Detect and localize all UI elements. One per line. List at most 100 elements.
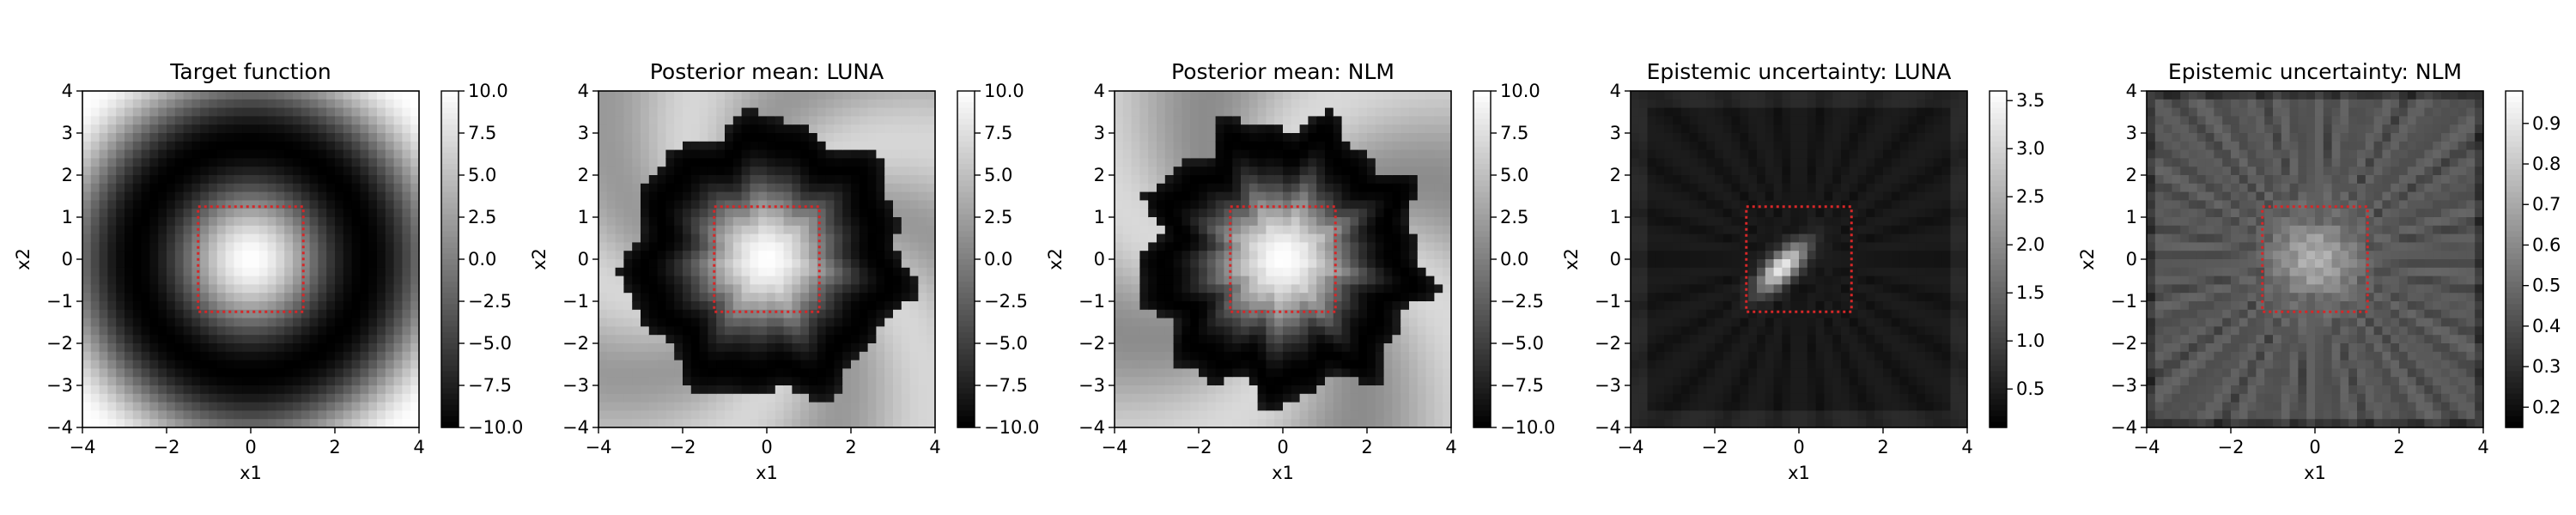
heatmap-cell [326, 377, 336, 386]
heatmap-cell [792, 209, 801, 218]
heatmap-cell [1164, 251, 1175, 260]
heatmap-cell [901, 318, 911, 327]
heatmap-cell [1333, 351, 1343, 361]
heatmap-cell [1241, 410, 1250, 420]
heatmap-cell [767, 368, 776, 378]
colorbar-segment [441, 331, 459, 339]
heatmap-cell [1367, 284, 1376, 294]
heatmap-cell [1182, 167, 1191, 176]
heatmap-cell [851, 419, 860, 428]
heatmap-cell [216, 351, 227, 361]
heatmap-cell [234, 99, 243, 109]
heatmap-cell [1299, 267, 1309, 277]
heatmap-cell [606, 107, 617, 117]
heatmap-cell [648, 419, 659, 428]
heatmap-cell [1434, 301, 1443, 311]
heatmap-cell [1232, 183, 1242, 193]
heatmap-cell [276, 368, 285, 378]
colorbar-segment [441, 393, 459, 400]
heatmap-cell [876, 141, 885, 151]
heatmap-cell [335, 309, 344, 319]
heatmap-cell [648, 284, 659, 294]
heatmap-cell [632, 368, 641, 378]
colorbar-segment [441, 247, 459, 255]
heatmap-cell [351, 377, 361, 386]
heatmap-cell [183, 267, 192, 277]
heatmap-cell [125, 225, 134, 235]
heatmap-cell [1115, 360, 1124, 369]
heatmap-cell [167, 124, 176, 134]
heatmap-cell [385, 410, 395, 420]
heatmap-cell [918, 242, 927, 251]
heatmap-cell [758, 318, 768, 327]
heatmap-cell [632, 360, 641, 369]
heatmap-cell [385, 377, 395, 386]
heatmap-cell [284, 167, 294, 176]
heatmap-cell [174, 99, 185, 109]
heatmap-cell [884, 318, 894, 327]
heatmap-cell [1131, 124, 1140, 134]
heatmap-cell [1190, 124, 1200, 134]
heatmap-cell [699, 410, 708, 420]
heatmap-cell [258, 251, 269, 260]
heatmap-cell [1241, 158, 1250, 167]
heatmap-cell [1199, 242, 1208, 251]
colorbar-tick-label: −7.5 [468, 375, 512, 396]
colorbar-segment [441, 158, 459, 165]
heatmap-cell [200, 267, 210, 277]
heatmap-cell [174, 124, 185, 134]
heatmap-cell [1266, 284, 1275, 294]
heatmap-cell [657, 149, 666, 159]
heatmap-cell [1358, 259, 1368, 269]
heatmap-cell [1358, 393, 1368, 403]
heatmap-cell [1224, 335, 1233, 344]
heatmap-cell [318, 301, 327, 311]
heatmap-cell [1215, 301, 1224, 311]
heatmap-cell [606, 183, 617, 193]
colorbar-segment [441, 298, 459, 305]
heatmap-cell [1392, 200, 1401, 209]
heatmap-cell [1409, 326, 1419, 336]
heatmap-cell [657, 191, 666, 201]
heatmap-cell [276, 141, 285, 151]
heatmap-cell [1299, 242, 1309, 251]
heatmap-cell [225, 402, 234, 411]
heatmap-cell [851, 301, 860, 311]
heatmap-cell [174, 309, 185, 319]
heatmap-cell [615, 419, 624, 428]
heatmap-cell [1291, 318, 1301, 327]
heatmap-cell [1299, 200, 1309, 209]
heatmap-cell [1131, 133, 1140, 142]
heatmap-cell [1425, 141, 1435, 151]
heatmap-cell [200, 368, 210, 378]
heatmap-cell [641, 402, 650, 411]
heatmap-cell [301, 335, 311, 344]
heatmap-cell [1367, 293, 1376, 302]
heatmap-cell [1157, 107, 1166, 117]
heatmap-cell [335, 368, 344, 378]
heatmap-cell [368, 242, 378, 251]
colorbar-segment [441, 360, 459, 367]
heatmap-cell [876, 267, 885, 277]
heatmap-cell [410, 259, 420, 269]
heatmap-cell [725, 183, 734, 193]
heatmap-cell [183, 191, 192, 201]
heatmap-cell [1283, 183, 1292, 193]
heatmap-cell [767, 99, 776, 109]
heatmap-cell [200, 402, 210, 411]
heatmap-cell [817, 116, 827, 125]
heatmap-cell [1367, 158, 1376, 167]
colorbar-segment [957, 136, 975, 142]
heatmap-cell [623, 99, 633, 109]
heatmap-cell [674, 343, 683, 353]
heatmap-cell [360, 267, 369, 277]
heatmap-cell [690, 343, 701, 353]
heatmap-cell [1358, 284, 1368, 294]
heatmap-cell [1291, 276, 1301, 285]
heatmap-cell [641, 141, 650, 151]
heatmap-cell [859, 318, 869, 327]
heatmap-cell [817, 233, 827, 243]
heatmap-cell [1224, 377, 1233, 386]
heatmap-cell [775, 99, 785, 109]
heatmap-cell [377, 343, 386, 353]
